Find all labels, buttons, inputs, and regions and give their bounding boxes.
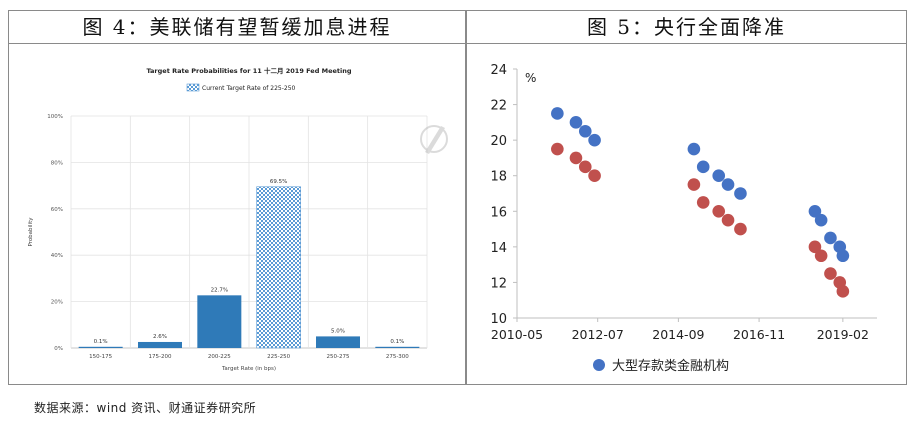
panel-title-left: 图 4：美联储有望暂缓加息进程	[9, 11, 465, 44]
scatter-point	[696, 160, 710, 174]
bar-value-label: 22.7%	[211, 287, 228, 293]
y-tick-label: 22	[490, 99, 507, 114]
y-unit-label: %	[525, 71, 536, 85]
scatter-point	[721, 178, 735, 191]
y-tick-label: 60%	[51, 207, 63, 213]
scatter-point	[824, 231, 837, 245]
scatter-point	[687, 142, 701, 156]
y-tick-label: 100%	[47, 114, 63, 120]
scatter-point	[569, 151, 583, 165]
legend-swatch	[186, 83, 200, 92]
x-tick-label: 250-275	[327, 354, 350, 360]
y-tick-label: 18	[490, 170, 507, 185]
scatter-point	[808, 204, 822, 218]
y-tick-label: 16	[490, 205, 507, 220]
scatter-point	[712, 169, 726, 183]
scatter-point	[588, 133, 601, 147]
scatter-point	[721, 213, 735, 227]
bar	[316, 336, 360, 348]
scatter-point	[687, 178, 701, 191]
y-tick-label: 20	[490, 134, 507, 149]
scatter-chart: 10 12 14 16 18 20 22 24 % 2010-05 2012-07 2014-09 20…	[490, 63, 877, 374]
x-tick-label: 175-200	[149, 354, 172, 360]
legend-marker	[593, 359, 605, 371]
right-panel: 图 5：央行全面降准 10 12 14 16 18 20 22 24% 2010-05 2012-…	[466, 10, 907, 385]
scatter-point	[836, 285, 850, 298]
bar-value-label: 0.1%	[390, 339, 404, 345]
scatter-point	[588, 169, 601, 183]
y-tick-label: 24	[490, 63, 507, 78]
legend-label: 大型存款类金融机构	[612, 358, 729, 374]
scatter-point	[836, 249, 850, 263]
bar-value-label: 5.0%	[331, 328, 345, 334]
y-tick-label: 14	[490, 241, 507, 256]
bar-chart: Target Rate Probabilities for 11 十二月 201…	[28, 66, 448, 372]
scatter-point	[696, 196, 710, 209]
x-tick-label: 2010-05	[491, 327, 543, 342]
x-tick-label: 2019-02	[817, 327, 869, 342]
bar-value-label: 2.6%	[153, 334, 167, 340]
scatter-point	[734, 222, 747, 236]
x-tick-label: 200-225	[208, 354, 231, 360]
panel-title-right: 图 5：央行全面降准	[467, 11, 906, 44]
y-tick-label: 0%	[54, 346, 63, 352]
y-axis-label: Probability	[28, 217, 34, 247]
x-tick-label: 2014-09	[652, 327, 704, 342]
scatter-point	[569, 116, 583, 129]
left-panel: 图 4：美联储有望暂缓加息进程 Target Rate Probabilitie…	[8, 10, 466, 385]
watermark-logo	[420, 125, 448, 154]
y-tick-label: 10	[490, 312, 507, 327]
bar	[375, 346, 420, 348]
scatter-point	[712, 204, 726, 218]
legend-label: Current Target Rate of 225-250	[202, 85, 296, 92]
x-tick-label: 225-250	[267, 354, 290, 360]
bar-value-label: 69.5%	[270, 179, 287, 185]
bar	[138, 341, 182, 348]
chart-title: Target Rate Probabilities for 11 十二月 201…	[146, 66, 351, 75]
y-tick-label: 12	[490, 276, 507, 291]
source-note: 数据来源：wind 资讯、财通证券研究所	[34, 401, 257, 415]
scatter-point	[578, 124, 592, 138]
x-axis-label: Target Rate (in bps)	[221, 366, 276, 372]
scatter-point	[734, 187, 747, 200]
y-tick-label: 20%	[51, 300, 63, 306]
bar	[197, 295, 242, 348]
bar	[78, 346, 123, 348]
x-tick-label: 2016-11	[733, 327, 785, 342]
bar	[256, 186, 301, 349]
scatter-point	[814, 213, 828, 227]
bar-value-label: 0.1%	[94, 339, 108, 345]
y-tick-label: 40%	[51, 253, 63, 259]
x-tick-label: 275-300	[386, 354, 409, 360]
scatter-point	[551, 107, 564, 120]
x-tick-label: 2012-07	[572, 327, 624, 342]
scatter-point	[824, 267, 837, 280]
scatter-point	[578, 160, 592, 174]
y-tick-label: 80%	[51, 160, 63, 166]
scatter-point	[814, 249, 828, 263]
x-tick-label: 150-175	[89, 354, 112, 360]
scatter-point	[808, 240, 822, 254]
scatter-point	[551, 142, 564, 156]
